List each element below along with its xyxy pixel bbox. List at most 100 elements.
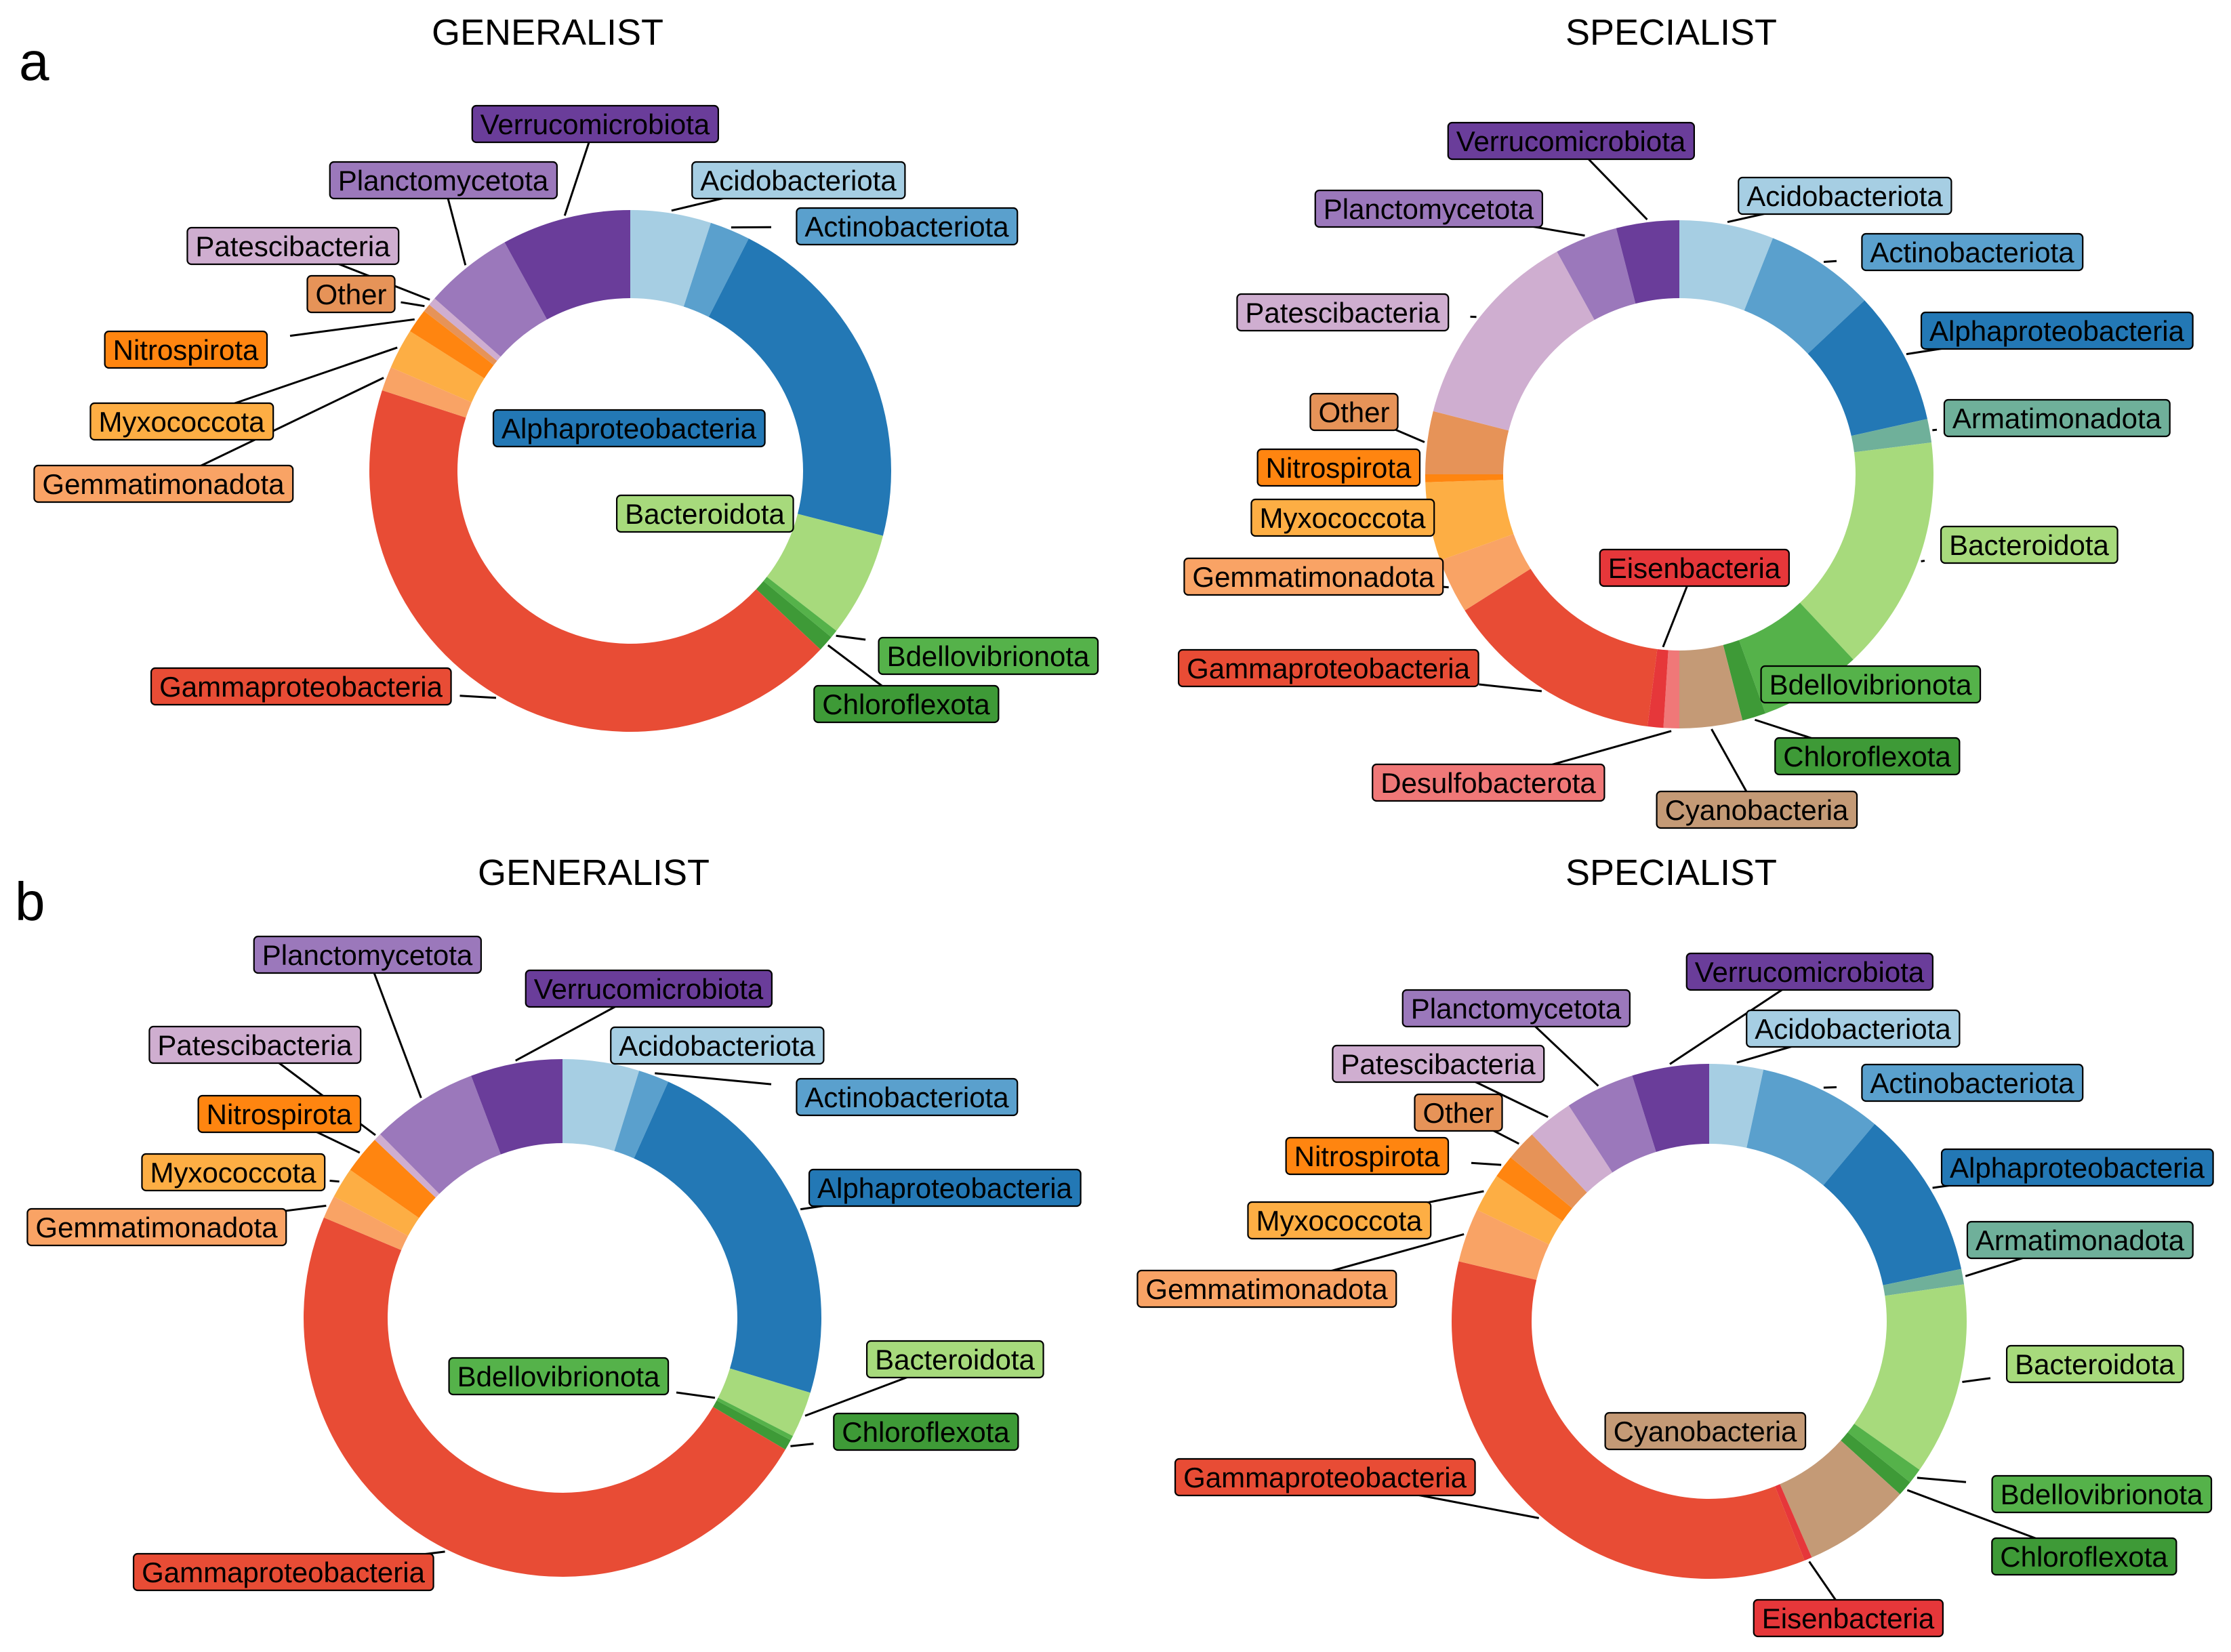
label-text: Gammaproteobacteria <box>1187 653 1471 684</box>
label-text: Actinobacteriota <box>804 211 1009 243</box>
chart-title: SPECIALIST <box>1565 852 1777 893</box>
label-box <box>1738 176 1952 215</box>
leader-cyanobacteria <box>1711 728 1748 794</box>
slice-patescibacteria <box>1433 251 1595 431</box>
label-box <box>1236 293 1450 332</box>
label-box <box>1372 763 1605 802</box>
label-box <box>833 1412 1019 1451</box>
slice-nitrospirota <box>409 311 494 379</box>
slice-chloroflexota <box>756 581 832 650</box>
label-box <box>132 1552 434 1592</box>
slice-planctomycetota <box>434 242 548 357</box>
label-other: Other <box>1414 1093 1503 1132</box>
label-gammaproteobacteria: Gammaproteobacteria <box>1174 1458 1476 1497</box>
slice-acidobacteriota <box>1709 1064 1764 1148</box>
label-armatimonadota: Armatimonadota <box>1966 1220 2194 1260</box>
label-box <box>1137 1269 1397 1308</box>
slice-acidobacteriota <box>1679 220 1774 311</box>
label-text: Gemmatimonadota <box>1192 561 1435 593</box>
slice-alphaproteobacteria <box>1823 1123 1962 1285</box>
leader-eisenbacteria <box>1808 1561 1838 1603</box>
label-desulfobacterota: Desulfobacterota <box>1372 763 1605 802</box>
label-gammaproteobacteria: Gammaproteobacteria <box>1177 648 1479 688</box>
label-box <box>865 1340 1044 1379</box>
donut-chart-b-specialist: SPECIALIST Acidobacteriota Actinobacterio… <box>1137 852 2214 1638</box>
label-box <box>1940 1148 2214 1187</box>
label-box <box>1753 1598 1944 1638</box>
label-text: Verrucomicrobiota <box>480 108 710 140</box>
slice-acidobacteriota <box>630 210 711 307</box>
label-cyanobacteria: Cyanobacteria <box>1656 790 1858 829</box>
label-text: Armatimonadota <box>1976 1224 2185 1256</box>
leader-chloroflexota <box>1754 718 1818 741</box>
chart-title: GENERALIST <box>478 852 710 893</box>
label-box <box>141 1153 326 1192</box>
leader-planctomycetota <box>446 196 467 266</box>
slice-alphaproteobacteria <box>708 238 891 536</box>
chart-title: SPECIALIST <box>1565 12 1777 53</box>
label-planctomycetota: Planctomycetota <box>253 935 482 974</box>
label-text: Gammaproteobacteria <box>1183 1462 1467 1493</box>
label-box <box>610 1026 825 1065</box>
label-gammaproteobacteria: Gammaproteobacteria <box>132 1552 434 1592</box>
label-alphaproteobacteria: Alphaproteobacteria <box>492 409 766 448</box>
slice-planctomycetota <box>1557 228 1636 321</box>
slice-myxococcota <box>333 1170 419 1236</box>
label-text: Desulfobacterota <box>1380 767 1596 799</box>
label-text: Chloroflexota <box>2000 1541 2168 1573</box>
label-verrucomicrobiota: Verrucomicrobiota <box>471 104 719 144</box>
leader-actinobacteriota <box>1823 1086 1837 1089</box>
slice-chloroflexota <box>1841 1432 1910 1495</box>
label-eisenbacteria: Eisenbacteria <box>1753 1598 1944 1638</box>
leader-verrucomicrobiota <box>1586 156 1648 221</box>
label-box <box>1447 121 1695 161</box>
label-text: Bdellovibrionota <box>887 640 1090 672</box>
label-alphaproteobacteria: Alphaproteobacteria <box>1940 1148 2214 1187</box>
leader-bdellovibrionota <box>836 634 866 641</box>
label-nitrospirota: Nitrospirota <box>197 1094 362 1134</box>
leader-nitrospirota <box>289 318 415 337</box>
leader-gemmatimonadota <box>1325 1233 1465 1274</box>
label-box <box>448 1357 670 1396</box>
slice-patescibacteria <box>374 1134 440 1198</box>
label-text: Nitrospirota <box>1294 1140 1440 1172</box>
panel-letter-b: b <box>15 871 45 932</box>
leader-verrucomicrobiota <box>563 140 591 216</box>
label-box <box>1414 1093 1503 1132</box>
slice-bacteroidota <box>1854 1284 1967 1470</box>
label-planctomycetota: Planctomycetota <box>1401 989 1631 1028</box>
slice-eisenbacteria <box>1647 648 1669 728</box>
slice-verrucomicrobiota <box>1616 220 1679 304</box>
label-box <box>525 969 773 1008</box>
label-text: Actinobacteriota <box>1870 236 2074 268</box>
label-text: Nitrospirota <box>1266 452 1412 484</box>
leader-other <box>401 301 425 308</box>
label-text: Cyanobacteria <box>1614 1416 1797 1447</box>
slice-gemmatimonadota <box>1458 1210 1549 1280</box>
label-text: Bdellovibrionota <box>2001 1479 2204 1510</box>
label-text: Chloroflexota <box>842 1416 1010 1448</box>
label-box <box>1760 665 1982 704</box>
label-other: Other <box>306 274 396 314</box>
label-bdellovibrionota: Bdellovibrionota <box>1760 665 1982 704</box>
label-box <box>615 494 794 533</box>
label-box <box>1685 952 1933 991</box>
label-text: Actinobacteriota <box>1870 1067 2074 1099</box>
leader-bdellovibrionota <box>676 1391 716 1399</box>
leader-gammaproteobacteria <box>1479 683 1542 693</box>
label-box <box>186 226 400 266</box>
leader-gemmatimonadota <box>197 377 384 469</box>
label-text: Patescibacteria <box>195 230 390 262</box>
label-bdellovibrionota: Bdellovibrionota <box>878 636 1099 676</box>
label-box <box>691 161 906 200</box>
label-text: Bacteroidota <box>1949 529 2109 561</box>
label-box <box>89 402 274 441</box>
label-box <box>878 636 1099 676</box>
label-text: Myxococcota <box>98 406 265 438</box>
donut-chart-b-generalist: GENERALIST Acidobacteriota Actinobacterio… <box>26 852 1082 1592</box>
slice-chloroflexota <box>1723 640 1766 721</box>
slice-cyanobacteria <box>1679 644 1743 728</box>
slice-armatimonadota <box>1851 419 1932 453</box>
label-gemmatimonadota: Gemmatimonadota <box>33 464 294 503</box>
